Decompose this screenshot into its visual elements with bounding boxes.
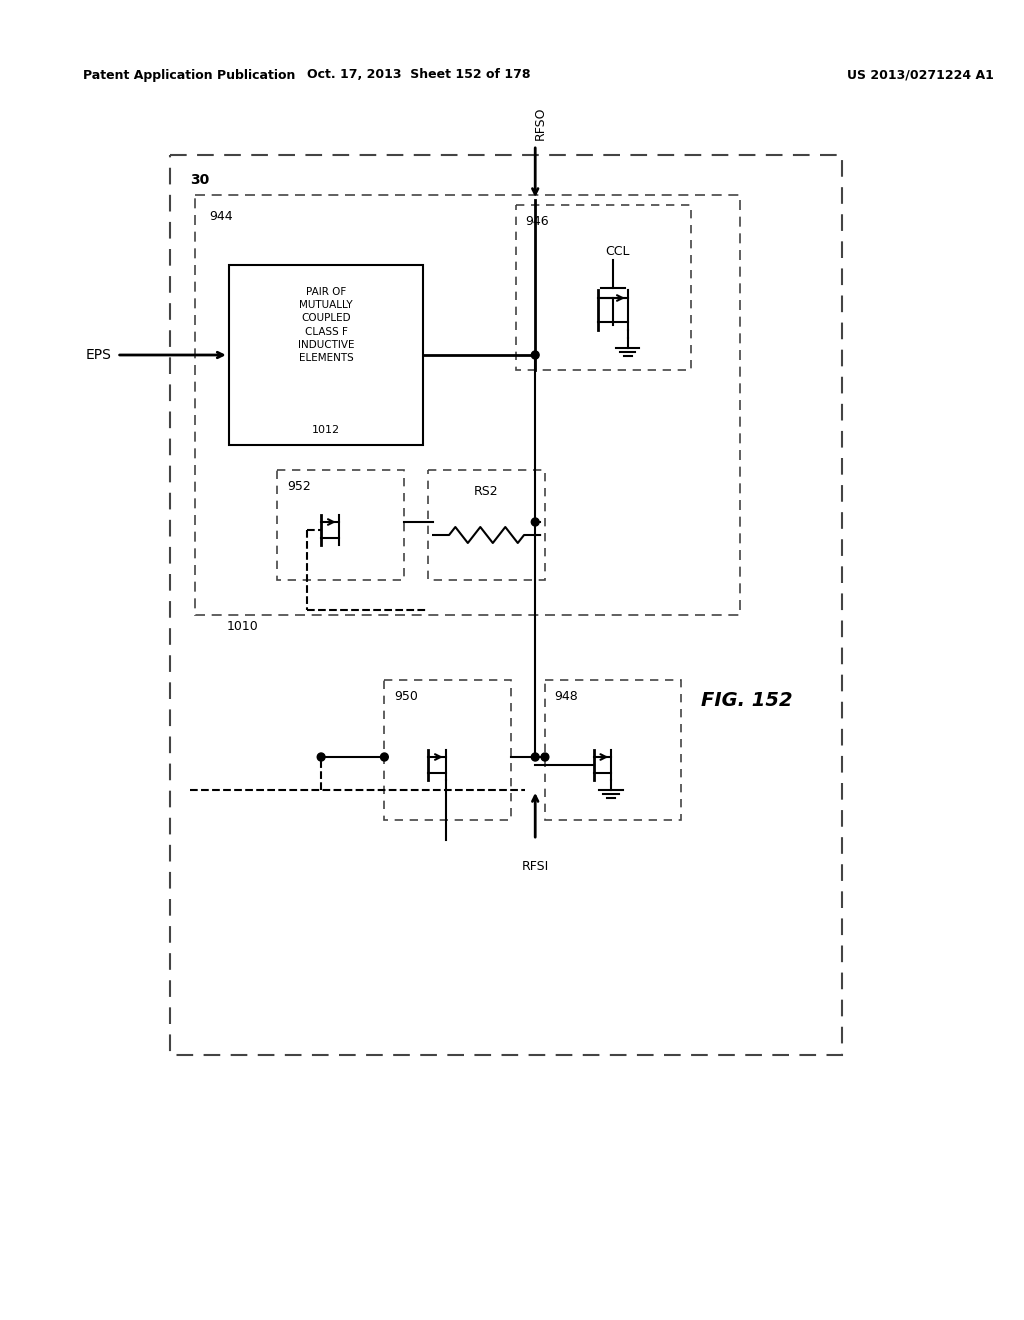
- Text: 944: 944: [209, 210, 232, 223]
- Text: EPS: EPS: [86, 348, 112, 362]
- Text: FIG. 152: FIG. 152: [700, 690, 793, 710]
- Text: RS2: RS2: [474, 484, 499, 498]
- Text: RFSO: RFSO: [534, 107, 547, 140]
- Text: 950: 950: [394, 690, 418, 704]
- Circle shape: [541, 752, 549, 762]
- Text: RFSI: RFSI: [521, 861, 549, 873]
- Circle shape: [531, 752, 539, 762]
- Text: 1010: 1010: [226, 620, 258, 634]
- Text: Oct. 17, 2013  Sheet 152 of 178: Oct. 17, 2013 Sheet 152 of 178: [307, 69, 530, 82]
- Text: PAIR OF
MUTUALLY
COUPLED
CLASS F
INDUCTIVE
ELEMENTS: PAIR OF MUTUALLY COUPLED CLASS F INDUCTI…: [298, 286, 354, 363]
- Text: 946: 946: [525, 215, 549, 228]
- Circle shape: [531, 351, 539, 359]
- Text: 948: 948: [555, 690, 579, 704]
- Text: 1012: 1012: [312, 425, 340, 436]
- Circle shape: [381, 752, 388, 762]
- Circle shape: [531, 517, 539, 525]
- Text: US 2013/0271224 A1: US 2013/0271224 A1: [847, 69, 993, 82]
- Text: CCL: CCL: [605, 246, 630, 257]
- Text: Patent Application Publication: Patent Application Publication: [83, 69, 295, 82]
- Text: 30: 30: [189, 173, 209, 187]
- Text: 952: 952: [287, 480, 311, 492]
- Circle shape: [317, 752, 325, 762]
